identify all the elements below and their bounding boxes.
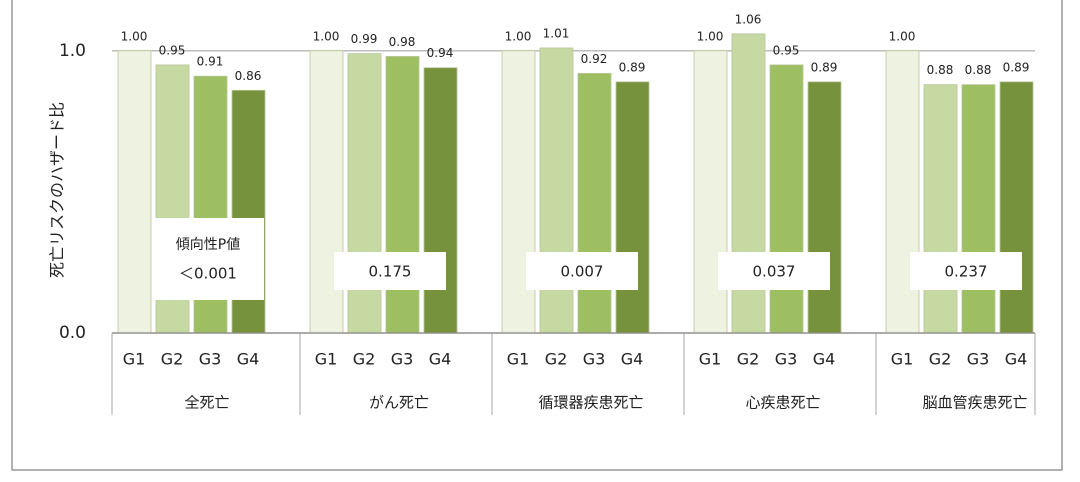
category-label: 全死亡 (184, 394, 229, 412)
value-label: 0.98 (389, 35, 416, 49)
x-tick-label: G3 (199, 350, 222, 369)
value-label: 0.91 (197, 55, 224, 69)
x-tick-label: G4 (429, 350, 452, 369)
p-value: 0.175 (369, 263, 412, 281)
y-tick-label: 1.0 (59, 41, 86, 61)
value-label: 1.00 (697, 29, 724, 43)
bar (961, 84, 996, 334)
value-label: 0.95 (159, 43, 186, 57)
x-tick-label: G1 (699, 350, 722, 369)
value-label: 0.88 (927, 63, 954, 77)
x-tick-label: G1 (315, 350, 338, 369)
p-value-box (718, 252, 830, 290)
p-value-box (526, 252, 638, 290)
p-value: ＜0.001 (179, 265, 237, 283)
p-value-box (910, 252, 1022, 290)
bar (615, 81, 650, 334)
value-label: 1.00 (505, 29, 532, 43)
bar (309, 50, 344, 334)
p-value-box (334, 252, 446, 290)
p-value: 0.007 (561, 263, 604, 281)
y-axis-label: 死亡リスクのハザード比 (48, 102, 67, 278)
bar (501, 50, 536, 334)
bar (423, 67, 458, 334)
x-tick-label: G3 (391, 350, 414, 369)
bar (385, 56, 420, 334)
p-value-box (152, 218, 264, 300)
x-tick-label: G1 (891, 350, 914, 369)
x-tick-label: G2 (161, 350, 184, 369)
value-label: 1.00 (889, 29, 916, 43)
chart-frame (11, 0, 1063, 471)
value-label: 0.92 (581, 52, 608, 66)
x-tick-label: G4 (237, 350, 260, 369)
bar (577, 72, 612, 334)
y-tick-label: 0.0 (59, 323, 86, 343)
value-label: 0.95 (773, 43, 800, 57)
bar (807, 81, 842, 334)
bar (885, 50, 920, 334)
x-tick-label: G2 (353, 350, 376, 369)
x-tick-label: G1 (507, 350, 530, 369)
value-label: 0.86 (235, 69, 262, 83)
value-label: 1.06 (735, 12, 762, 26)
value-label: 0.89 (1003, 60, 1030, 74)
value-label: 0.89 (811, 60, 838, 74)
value-label: 1.00 (313, 29, 340, 43)
bar (769, 64, 804, 334)
value-label: 0.89 (619, 60, 646, 74)
bar (539, 47, 574, 334)
bar (117, 50, 152, 334)
bar (347, 53, 382, 334)
category-label: がん死亡 (369, 394, 429, 412)
x-tick-label: G2 (737, 350, 760, 369)
p-value: 0.037 (753, 263, 796, 281)
value-label: 1.00 (121, 29, 148, 43)
category-label: 心疾患死亡 (745, 394, 820, 412)
x-tick-label: G3 (967, 350, 990, 369)
p-value: 0.237 (945, 263, 988, 281)
x-tick-label: G2 (929, 350, 952, 369)
value-label: 0.88 (965, 63, 992, 77)
value-label: 1.01 (543, 26, 570, 40)
x-tick-label: G4 (813, 350, 836, 369)
x-tick-label: G3 (583, 350, 606, 369)
x-tick-label: G4 (621, 350, 644, 369)
bar (999, 81, 1034, 334)
category-label: 脳血管疾患死亡 (922, 394, 1027, 412)
p-value-title: 傾向性P値 (176, 237, 240, 253)
x-tick-label: G1 (123, 350, 146, 369)
value-label: 0.94 (427, 46, 454, 60)
value-label: 0.99 (351, 32, 378, 46)
category-label: 循環器疾患死亡 (538, 394, 643, 412)
bar (693, 50, 728, 334)
x-tick-label: G4 (1005, 350, 1028, 369)
x-tick-label: G2 (545, 350, 568, 369)
bar (923, 84, 958, 334)
x-tick-label: G3 (775, 350, 798, 369)
